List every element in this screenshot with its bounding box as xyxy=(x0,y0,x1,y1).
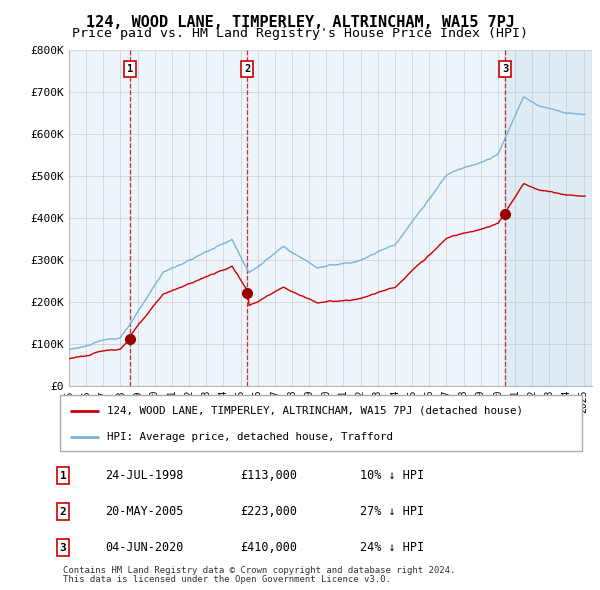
Text: £410,000: £410,000 xyxy=(240,541,297,554)
FancyBboxPatch shape xyxy=(60,395,582,451)
Text: Contains HM Land Registry data © Crown copyright and database right 2024.: Contains HM Land Registry data © Crown c… xyxy=(63,566,455,575)
Bar xyxy=(505,50,592,386)
Text: This data is licensed under the Open Government Licence v3.0.: This data is licensed under the Open Gov… xyxy=(63,575,391,584)
Text: 24% ↓ HPI: 24% ↓ HPI xyxy=(360,541,424,554)
Text: 3: 3 xyxy=(59,543,67,552)
Text: 20-MAY-2005: 20-MAY-2005 xyxy=(105,505,184,518)
Text: 04-JUN-2020: 04-JUN-2020 xyxy=(105,541,184,554)
Bar xyxy=(130,50,247,386)
Text: 1: 1 xyxy=(59,471,67,480)
Text: 10% ↓ HPI: 10% ↓ HPI xyxy=(360,469,424,482)
Text: 1: 1 xyxy=(127,64,133,74)
Text: Price paid vs. HM Land Registry's House Price Index (HPI): Price paid vs. HM Land Registry's House … xyxy=(72,27,528,40)
Bar xyxy=(69,50,130,386)
Text: 3: 3 xyxy=(502,64,508,74)
Text: 124, WOOD LANE, TIMPERLEY, ALTRINCHAM, WA15 7PJ (detached house): 124, WOOD LANE, TIMPERLEY, ALTRINCHAM, W… xyxy=(107,406,523,416)
Text: 124, WOOD LANE, TIMPERLEY, ALTRINCHAM, WA15 7PJ: 124, WOOD LANE, TIMPERLEY, ALTRINCHAM, W… xyxy=(86,15,514,30)
Text: 2: 2 xyxy=(59,507,67,516)
Text: 2: 2 xyxy=(244,64,250,74)
Text: 27% ↓ HPI: 27% ↓ HPI xyxy=(360,505,424,518)
Bar xyxy=(247,50,505,386)
Text: HPI: Average price, detached house, Trafford: HPI: Average price, detached house, Traf… xyxy=(107,432,393,442)
Text: 24-JUL-1998: 24-JUL-1998 xyxy=(105,469,184,482)
Text: £223,000: £223,000 xyxy=(240,505,297,518)
Text: £113,000: £113,000 xyxy=(240,469,297,482)
